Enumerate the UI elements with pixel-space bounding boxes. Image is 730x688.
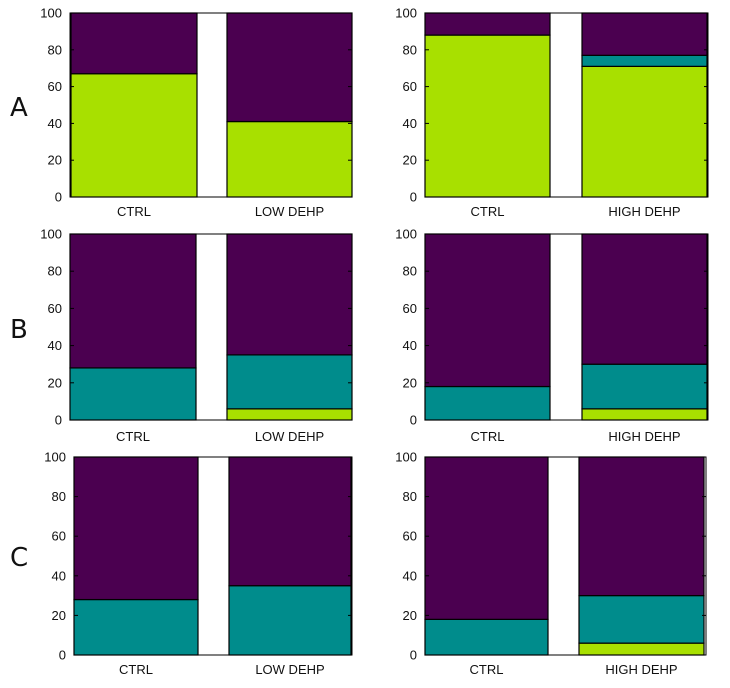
- y-tick-label: 20: [48, 375, 62, 390]
- y-tick-label: 40: [403, 116, 417, 131]
- bar-segment-teal-1: [226, 354, 353, 410]
- y-tick-label: 60: [403, 301, 417, 316]
- y-tick-label: 100: [395, 450, 417, 465]
- y-tick-label: 60: [48, 301, 62, 316]
- bar-segment-teal-0: [424, 618, 549, 656]
- y-tick-label: 80: [403, 264, 417, 279]
- category-label: LOW DEHP: [255, 662, 324, 677]
- category-label: HIGH DEHP: [608, 429, 680, 444]
- y-tick-label: 100: [40, 6, 62, 21]
- y-tick-label: 0: [55, 190, 62, 205]
- category-label: CTRL: [471, 204, 505, 219]
- category-label: CTRL: [117, 204, 151, 219]
- bar-segment-teal-1: [581, 363, 708, 410]
- y-tick-label: 80: [52, 489, 66, 504]
- panel-b-left: CTRL LOW DEHP 0 20 40 60 80 100: [40, 227, 353, 444]
- category-label: HIGH DEHP: [608, 204, 680, 219]
- y-tick-label: 80: [48, 42, 62, 57]
- category-label: LOW DEHP: [255, 429, 324, 444]
- row-label-c: C: [10, 543, 28, 573]
- y-tick-label: 20: [52, 608, 66, 623]
- y-tick-label: 40: [48, 338, 62, 353]
- category-label: HIGH DEHP: [605, 662, 677, 677]
- category-label: CTRL: [116, 429, 150, 444]
- bar-segment-purple-0: [70, 12, 198, 75]
- bar-segment-lime-1: [226, 120, 353, 198]
- y-tick-label: 80: [48, 264, 62, 279]
- category-label: CTRL: [470, 662, 504, 677]
- bar-segment-purple-1: [228, 456, 352, 587]
- y-tick-label: 20: [403, 153, 417, 168]
- axes-frame: [424, 12, 709, 198]
- bar-segment-purple-1: [226, 12, 353, 123]
- bar-segment-purple-0: [69, 233, 197, 369]
- y-tick-label: 80: [403, 42, 417, 57]
- panel-a-right: CTRL HIGH DEHP 0 20 40 60 80 100: [395, 6, 709, 219]
- panel-a-left: CTRL LOW DEHP 0 20 40 60 80 100: [40, 6, 353, 219]
- category-label: CTRL: [471, 429, 505, 444]
- y-tick-label: 0: [410, 413, 417, 428]
- bar-segment-purple-1: [578, 456, 705, 597]
- axes-frame: [69, 12, 353, 198]
- bar-segment-purple-0: [424, 233, 551, 388]
- y-tick-label: 20: [48, 153, 62, 168]
- bar-segment-teal-1: [228, 585, 352, 656]
- bar-segment-lime-1: [226, 408, 353, 421]
- bar-segment-purple-1: [581, 233, 708, 365]
- y-tick-label: 20: [403, 608, 417, 623]
- bar-segment-lime-1: [578, 642, 705, 656]
- axes-frame: [69, 233, 353, 421]
- y-tick-label: 40: [52, 568, 66, 583]
- bar-segment-purple-1: [581, 12, 708, 56]
- y-tick-label: 100: [395, 227, 417, 242]
- bar-segment-lime-1: [581, 408, 708, 421]
- y-tick-label: 100: [44, 450, 66, 465]
- bar-segment-lime-0: [70, 73, 198, 198]
- y-tick-label: 20: [403, 375, 417, 390]
- bar-segment-teal-1: [578, 594, 705, 644]
- y-tick-label: 100: [395, 6, 417, 21]
- axes-frame: [424, 233, 709, 421]
- axes-frame: [73, 456, 353, 656]
- y-tick-label: 40: [403, 338, 417, 353]
- y-tick-label: 60: [52, 529, 66, 544]
- y-tick-label: 60: [403, 529, 417, 544]
- bar-segment-purple-1: [226, 233, 353, 356]
- bar-segment-teal-0: [424, 385, 551, 421]
- y-tick-label: 80: [403, 489, 417, 504]
- panel-b-right: CTRL HIGH DEHP 0 20 40 60 80 100: [395, 227, 709, 444]
- y-tick-label: 60: [48, 79, 62, 94]
- bar-segment-teal-1: [581, 54, 708, 67]
- row-label-a: A: [10, 93, 28, 123]
- bar-segment-purple-0: [424, 12, 551, 36]
- y-tick-label: 0: [410, 190, 417, 205]
- axes-frame: [424, 456, 707, 656]
- bar-segment-purple-0: [73, 456, 199, 601]
- panel-c-right: CTRL HIGH DEHP 0 20 40 60 80 100: [395, 450, 707, 677]
- bar-segment-teal-0: [69, 367, 197, 421]
- panel-c-left: CTRL LOW DEHP 0 20 40 60 80 100: [44, 450, 353, 677]
- category-label: LOW DEHP: [255, 204, 324, 219]
- y-tick-label: 40: [48, 116, 62, 131]
- y-tick-label: 40: [403, 568, 417, 583]
- row-labels: A B C: [10, 93, 28, 573]
- bar-segment-lime-0: [424, 34, 551, 198]
- chart-panels: CTRL LOW DEHP 0 20 40 60 80 100 CTRL HIGH DEHP 0 20…: [40, 6, 709, 677]
- category-label: CTRL: [119, 662, 153, 677]
- bar-segment-purple-0: [424, 456, 549, 620]
- y-tick-label: 0: [410, 648, 417, 663]
- y-tick-label: 60: [403, 79, 417, 94]
- row-label-b: B: [10, 315, 28, 345]
- y-tick-label: 0: [55, 413, 62, 428]
- y-tick-label: 100: [40, 227, 62, 242]
- y-tick-label: 0: [59, 648, 66, 663]
- bar-segment-teal-0: [73, 598, 199, 656]
- bar-segment-lime-1: [581, 65, 708, 198]
